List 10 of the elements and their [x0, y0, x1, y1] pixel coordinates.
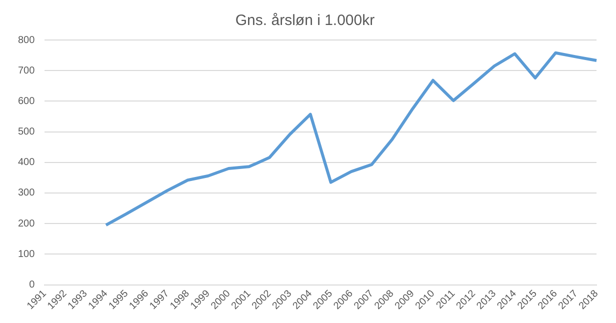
y-tick-label: 700 [18, 65, 36, 76]
y-tick-label: 600 [18, 96, 36, 107]
y-tick-label: 100 [18, 248, 36, 260]
y-tick-label: 200 [18, 218, 36, 230]
y-tick-label: 400 [18, 157, 36, 168]
y-tick-label: 0 [29, 280, 36, 291]
y-tick-label: 300 [18, 188, 36, 199]
y-tick-label: 500 [18, 126, 36, 138]
y-tick-label: 800 [18, 34, 36, 46]
chart-title: Gns. årsløn i 1.000kr [235, 12, 375, 30]
